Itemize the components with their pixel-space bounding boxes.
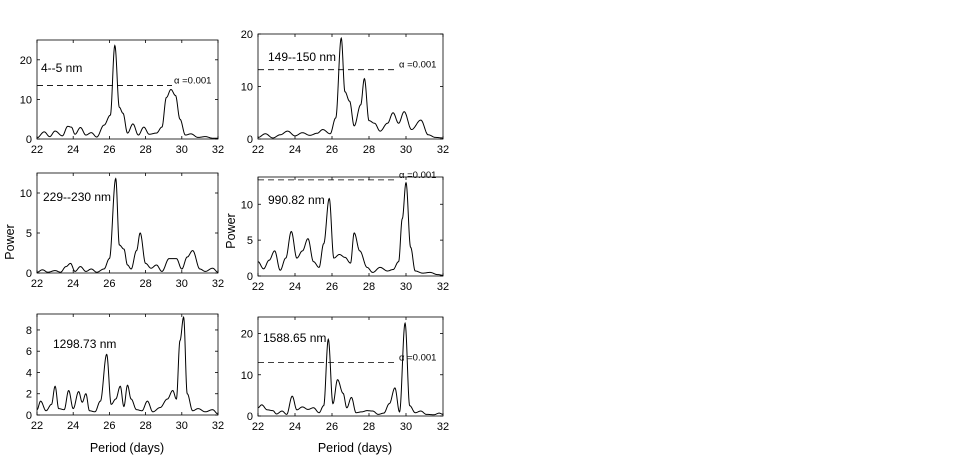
x-tick-label: 30 xyxy=(400,144,412,156)
panel-6: 22 24 26 28 30 32 0 10 20 α =0.001 1588.65 nm xyxy=(241,316,449,433)
x-tick-label: 30 xyxy=(400,281,412,293)
power-spectrum-line xyxy=(36,316,219,415)
y-tick-label: 4 xyxy=(26,367,32,379)
power-spectrum-line xyxy=(257,36,443,139)
x-tick-label: 22 xyxy=(252,144,264,156)
x-tick-label: 28 xyxy=(139,420,151,432)
y-tick-label: 20 xyxy=(241,329,253,341)
x-tick-label: 28 xyxy=(139,278,151,290)
y-tick-label: 0 xyxy=(26,268,32,280)
x-tick-label: 30 xyxy=(176,144,188,156)
power-spectrum-line xyxy=(36,44,218,139)
x-tick-label: 24 xyxy=(67,278,79,290)
x-tick-label: 32 xyxy=(437,144,449,156)
panel-2: 22 24 26 28 30 32 0 10 20 α =0.001 149--150 nm xyxy=(241,29,449,156)
x-tick-label: 22 xyxy=(31,278,43,290)
panel-wavelength-label: 1298.73 nm xyxy=(53,337,116,351)
panel-wavelength-label: 1588.65 nm xyxy=(263,331,326,345)
y-tick-label: 10 xyxy=(20,94,32,106)
plot-frame xyxy=(257,316,444,417)
y-axis-label-middle-right: Power xyxy=(224,213,238,248)
y-tick-label: 20 xyxy=(20,55,32,67)
x-tick-label: 30 xyxy=(176,420,188,432)
x-tick-label: 28 xyxy=(363,421,375,433)
y-tick-label: 10 xyxy=(241,82,253,94)
x-tick-label: 26 xyxy=(326,421,338,433)
x-tick-label: 28 xyxy=(363,281,375,293)
plot-frame xyxy=(36,313,219,416)
x-tick-label: 28 xyxy=(363,144,375,156)
x-tick-label: 26 xyxy=(103,144,115,156)
panel-wavelength-label: 229--230 nm xyxy=(43,190,111,204)
x-tick-label: 24 xyxy=(289,281,301,293)
x-tick-label: 26 xyxy=(103,278,115,290)
plot-frame xyxy=(257,176,444,277)
power-spectrum-line xyxy=(36,177,219,273)
power-spectrum-line xyxy=(257,181,443,276)
x-tick-label: 26 xyxy=(103,420,115,432)
x-tick-label: 30 xyxy=(400,421,412,433)
panel-wavelength-label: 4--5 nm xyxy=(41,61,82,75)
significance-label: α =0.001 xyxy=(399,352,436,363)
x-tick-label: 24 xyxy=(289,421,301,433)
y-tick-label: 0 xyxy=(247,271,253,283)
x-tick-label: 22 xyxy=(31,144,43,156)
y-tick-label: 0 xyxy=(26,134,32,146)
y-tick-label: 10 xyxy=(241,199,253,211)
significance-label: α =0.001 xyxy=(399,60,436,71)
panel-wavelength-label: 149--150 nm xyxy=(268,50,336,64)
x-tick-label: 24 xyxy=(67,144,79,156)
x-tick-label: 24 xyxy=(289,144,301,156)
y-tick-label: 2 xyxy=(26,389,32,401)
panel-4: 22 24 26 28 30 32 0 5 10 α =0.001 990.82 nm xyxy=(241,170,449,293)
x-tick-label: 32 xyxy=(212,144,224,156)
y-tick-label: 0 xyxy=(247,134,253,146)
y-tick-label: 8 xyxy=(26,325,32,337)
y-tick-label: 10 xyxy=(20,188,32,200)
x-tick-label: 22 xyxy=(252,281,264,293)
significance-label: α =0.001 xyxy=(174,76,211,87)
y-tick-label: 5 xyxy=(247,235,253,247)
y-tick-label: 0 xyxy=(26,410,32,422)
significance-label: α =0.001 xyxy=(399,170,436,181)
x-tick-label: 22 xyxy=(31,420,43,432)
y-tick-label: 10 xyxy=(241,370,253,382)
x-axis-label-left: Period (days) xyxy=(90,441,164,455)
x-tick-label: 30 xyxy=(176,278,188,290)
x-tick-label: 22 xyxy=(252,421,264,433)
y-tick-label: 0 xyxy=(247,411,253,423)
power-spectrum-line xyxy=(257,321,444,416)
x-tick-label: 26 xyxy=(326,144,338,156)
x-tick-label: 26 xyxy=(326,281,338,293)
x-tick-label: 32 xyxy=(437,281,449,293)
y-tick-label: 5 xyxy=(26,228,32,240)
x-tick-label: 24 xyxy=(67,420,79,432)
x-tick-label: 32 xyxy=(437,421,449,433)
panel-wavelength-label: 990.82 nm xyxy=(268,193,325,207)
x-axis-label-right: Period (days) xyxy=(318,441,392,455)
x-tick-label: 28 xyxy=(139,144,151,156)
y-tick-label: 20 xyxy=(241,29,253,41)
plot-frame xyxy=(36,39,219,140)
x-tick-label: 32 xyxy=(212,420,224,432)
y-tick-label: 6 xyxy=(26,346,32,358)
plot-frame xyxy=(36,172,219,274)
panel-1: 22 24 26 28 30 32 0 10 20 α =0.001 4--5 nm xyxy=(20,39,224,156)
panel-3: 22 24 26 28 30 32 0 5 10 229--230 nm xyxy=(20,172,224,290)
y-axis-label-top-left: Power xyxy=(3,224,17,259)
x-tick-label: 32 xyxy=(212,278,224,290)
